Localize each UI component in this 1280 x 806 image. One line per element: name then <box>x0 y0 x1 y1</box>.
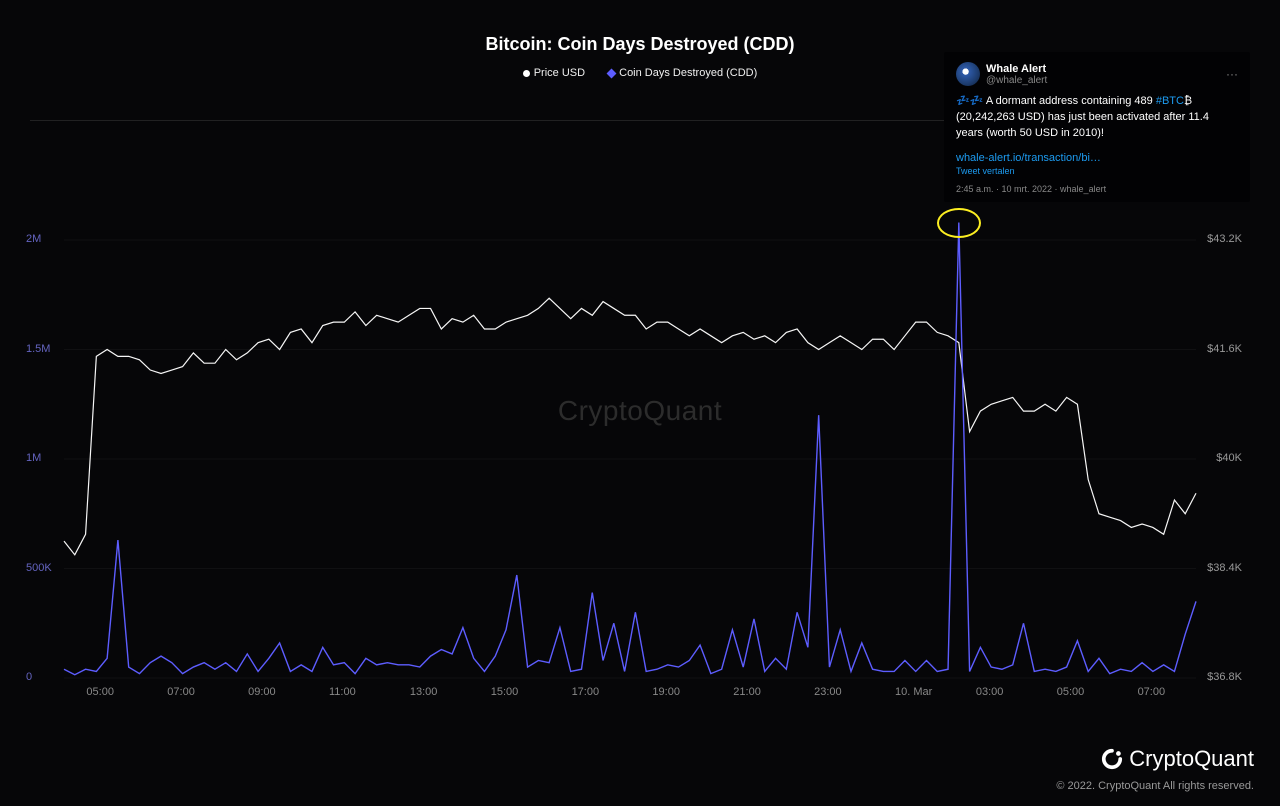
legend-marker-price <box>523 70 530 77</box>
x-tick-label: 21:00 <box>733 686 761 698</box>
y-right-tick-label: $43.2K <box>1207 233 1242 245</box>
legend-label-cdd: Coin Days Destroyed (CDD) <box>619 67 757 79</box>
x-tick-label: 07:00 <box>167 686 195 698</box>
x-tick-label: 07:00 <box>1138 686 1166 698</box>
tweet-handle: @whale_alert <box>986 75 1047 86</box>
x-tick-label: 05:00 <box>86 686 114 698</box>
x-tick-label: 23:00 <box>814 686 842 698</box>
tweet-link[interactable]: whale-alert.io/transaction/bi… <box>956 152 1238 164</box>
tweet-identity: Whale Alert @whale_alert <box>986 63 1047 86</box>
footer-logo-mark <box>1101 748 1123 770</box>
chart-area: 0500K1M1.5M2M$36.8K$38.4K$40K$41.6K$43.2… <box>30 240 1240 696</box>
tweet-text-prefix: 💤💤 A dormant address containing 489 <box>956 95 1156 107</box>
y-right-tick-label: $41.6K <box>1207 343 1242 355</box>
tweet-name: Whale Alert <box>986 63 1047 75</box>
x-tick-label: 17:00 <box>572 686 600 698</box>
tweet-more-icon[interactable]: ··· <box>1226 68 1238 80</box>
tweet-header: Whale Alert @whale_alert ··· <box>956 62 1238 86</box>
x-tick-label: 05:00 <box>1057 686 1085 698</box>
footer-copyright: © 2022. CryptoQuant All rights reserved. <box>1056 780 1254 792</box>
y-left-tick-label: 1M <box>26 452 41 464</box>
tweet-body: 💤💤 A dormant address containing 489 #BTC… <box>956 94 1238 142</box>
tweet-hashtag[interactable]: #BTC <box>1156 95 1184 107</box>
legend-item-cdd: Coin Days Destroyed (CDD) <box>608 67 757 79</box>
footer-brand-text: CryptoQuant <box>1129 746 1254 772</box>
tweet-card: Whale Alert @whale_alert ··· 💤💤 A dorman… <box>944 52 1250 202</box>
y-right-tick-label: $36.8K <box>1207 671 1242 683</box>
y-left-tick-label: 2M <box>26 233 41 245</box>
legend-item-price: Price USD <box>523 67 585 79</box>
x-tick-label: 15:00 <box>491 686 519 698</box>
y-left-tick-label: 0 <box>26 671 32 683</box>
legend-label-price: Price USD <box>534 67 585 79</box>
tweet-avatar <box>956 62 980 86</box>
tweet-translate-link[interactable]: Tweet vertalen <box>956 166 1238 176</box>
x-tick-label: 09:00 <box>248 686 276 698</box>
footer-logo: CryptoQuant <box>1101 746 1254 772</box>
tweet-meta: 2:45 a.m. · 10 mrt. 2022 · whale_alert <box>956 184 1238 194</box>
y-left-tick-label: 500K <box>26 562 52 574</box>
x-tick-label: 19:00 <box>652 686 680 698</box>
legend-marker-cdd <box>607 68 617 78</box>
y-right-tick-label: $40K <box>1216 452 1242 464</box>
x-tick-label: 10. Mar <box>895 686 932 698</box>
y-left-tick-label: 1.5M <box>26 343 50 355</box>
y-right-tick-label: $38.4K <box>1207 562 1242 574</box>
x-tick-label: 13:00 <box>410 686 438 698</box>
x-tick-label: 11:00 <box>329 686 356 698</box>
chart-svg <box>30 240 1240 696</box>
chart-title: Bitcoin: Coin Days Destroyed (CDD) <box>0 0 1280 55</box>
tweet-emoji: ₿ <box>1184 95 1192 107</box>
tweet-text-suffix: (20,242,263 USD) has just been activated… <box>956 111 1209 139</box>
x-tick-label: 03:00 <box>976 686 1004 698</box>
